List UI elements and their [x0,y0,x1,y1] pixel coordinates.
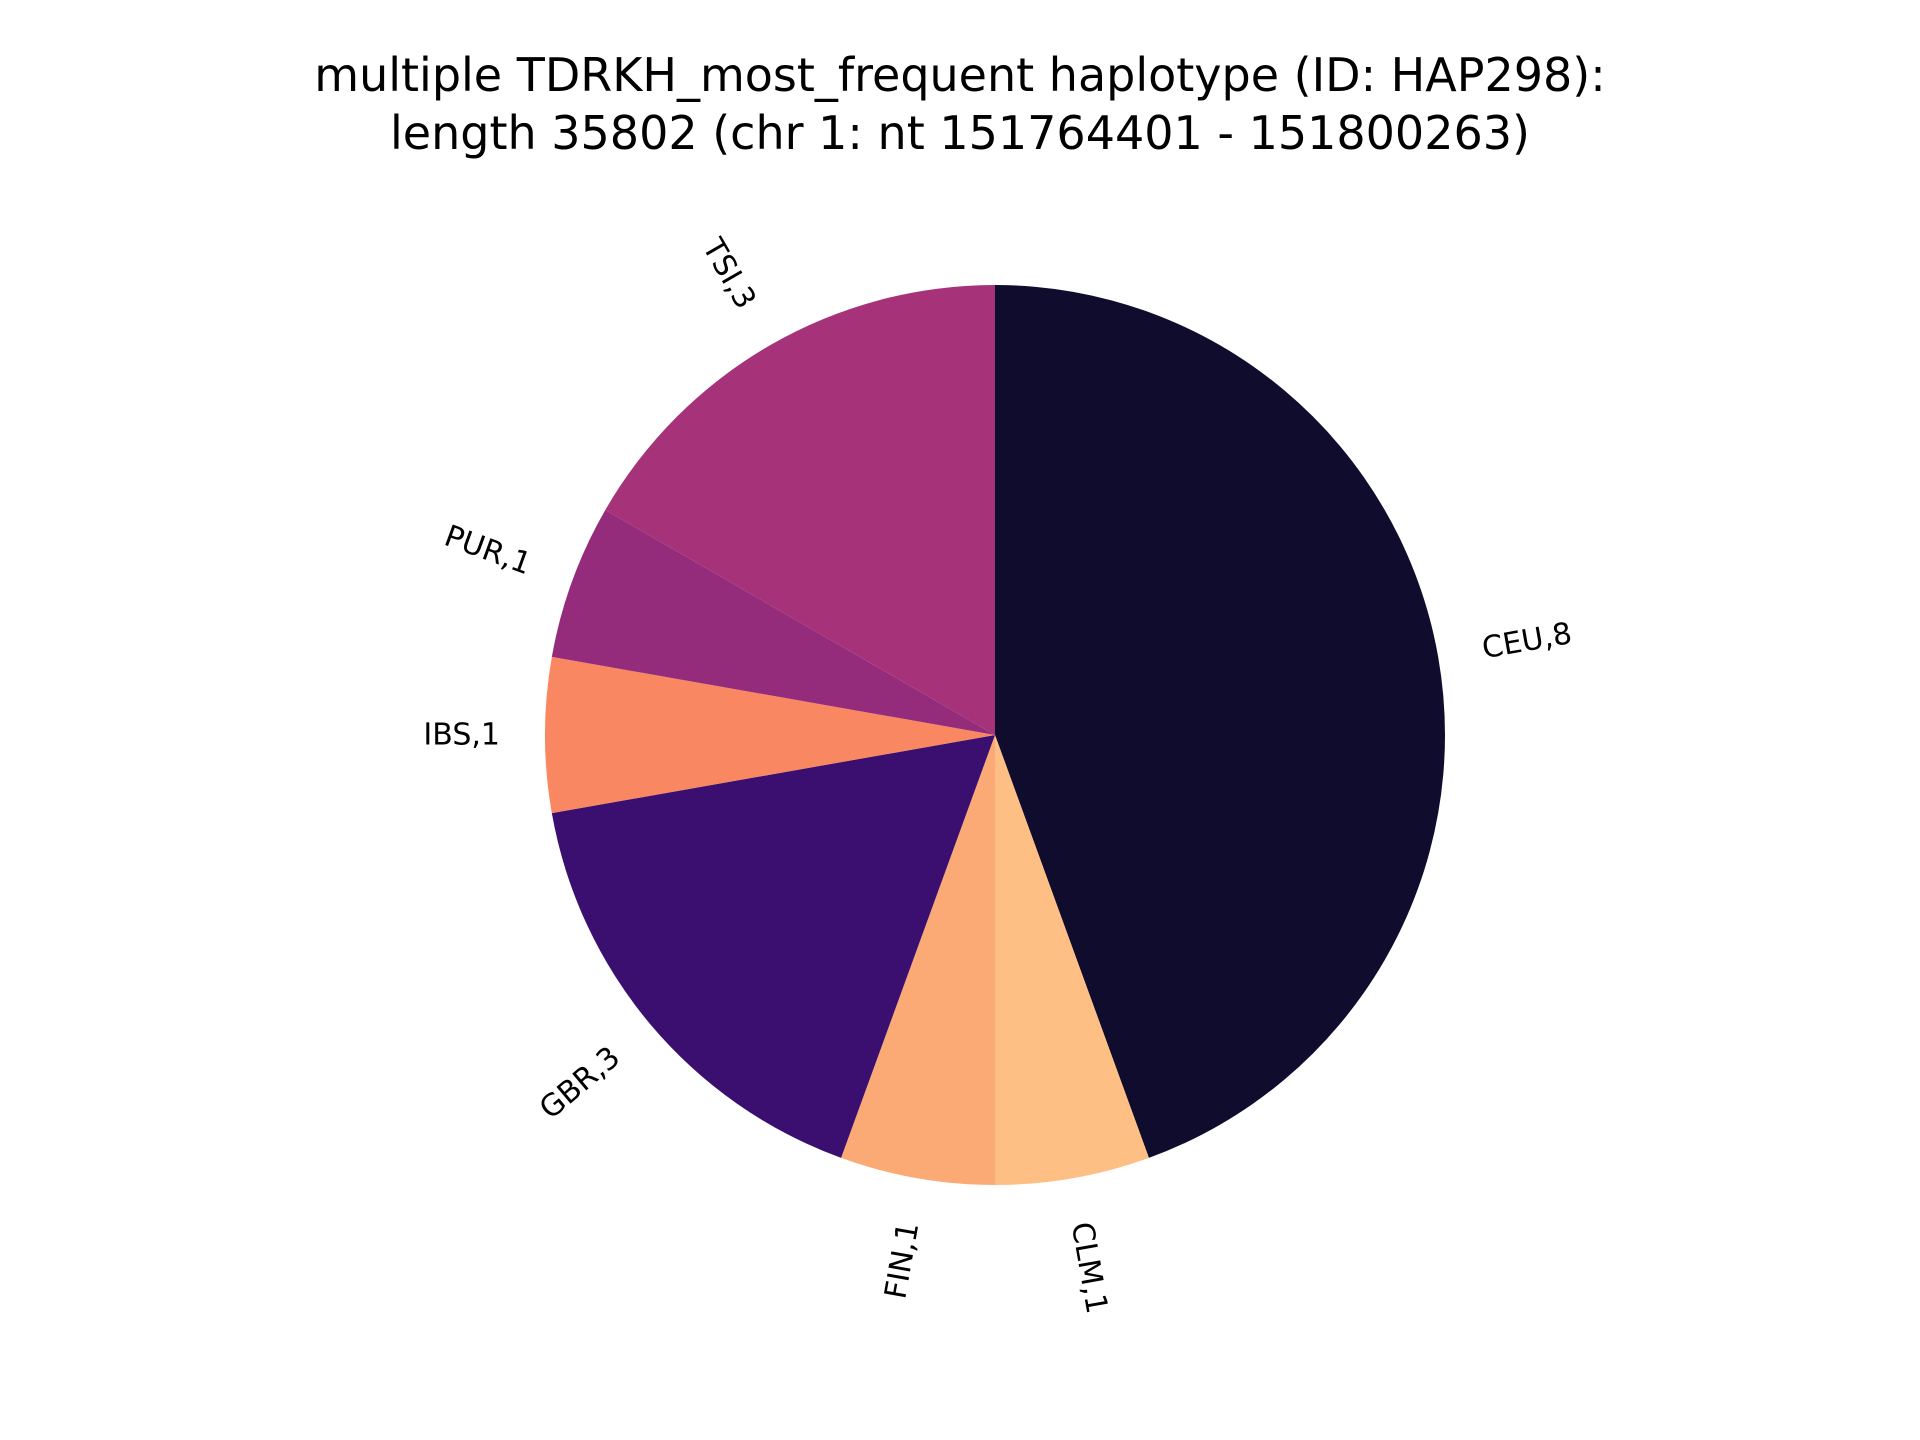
pie-label-ibs: IBS,1 [423,718,500,753]
pie-label-pur: PUR,1 [440,519,536,583]
chart-title-line-2: length 35802 (chr 1: nt 151764401 - 1518… [390,106,1530,160]
pie-slices [544,285,1446,1185]
pie-label-tsi: TSI,3 [694,232,762,315]
chart-title-line-1: multiple TDRKH_most_frequent haplotype (… [314,48,1606,102]
pie-slice-tsi [605,285,995,735]
pie-label-clm: CLM,1 [1064,1219,1114,1316]
pie-slice-ibs [544,656,995,814]
pie-label-gbr: GBR,3 [533,1040,627,1127]
chart-title: multiple TDRKH_most_frequent haplotype (… [0,46,1920,162]
pie-slice-ceu [995,285,1446,1158]
pie-slice-pur [551,510,995,735]
pie-slice-gbr [551,735,995,1158]
pie-slice-clm [995,735,1149,1185]
pie-label-ceu: CEU,8 [1479,616,1574,666]
pie-label-fin: FIN,1 [878,1219,926,1301]
pie-slice-fin [841,735,995,1185]
